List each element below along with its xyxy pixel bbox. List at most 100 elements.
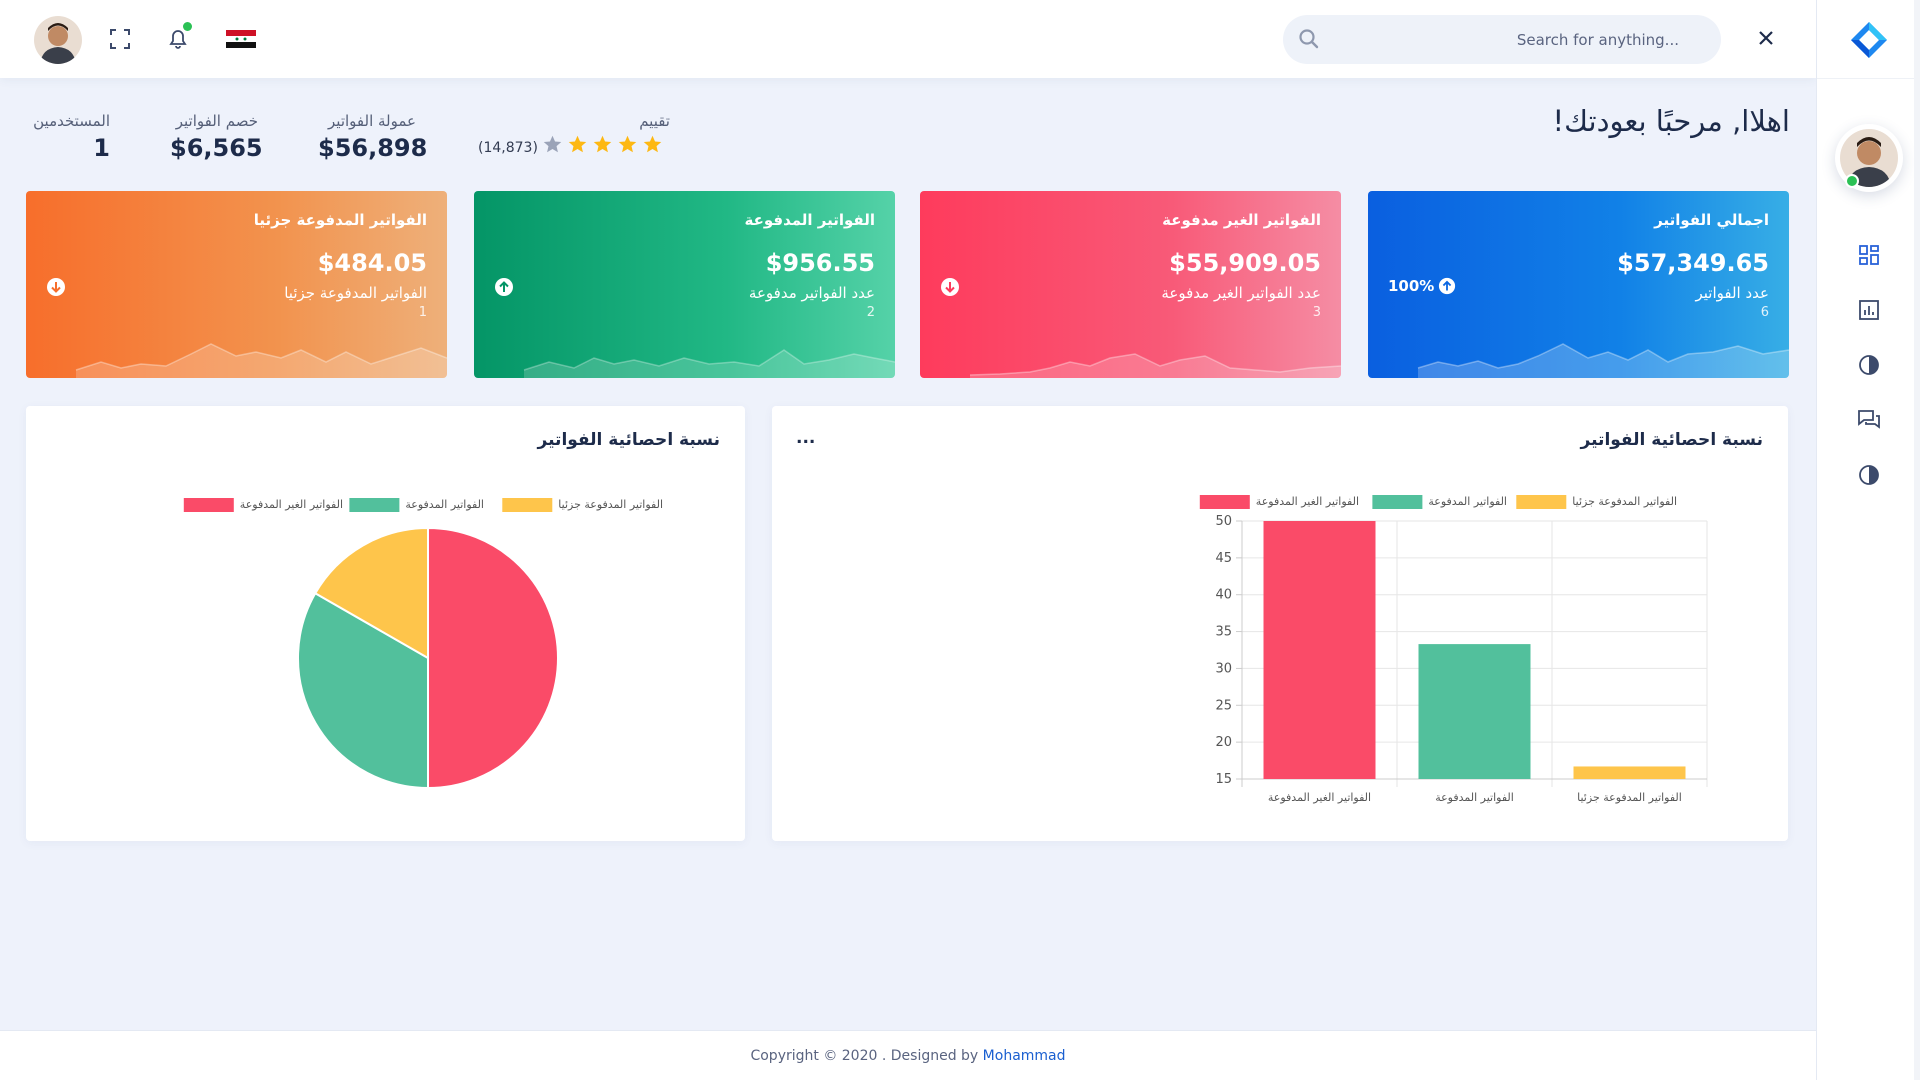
users-label: المستخدمين [33,112,110,130]
legend-swatch [502,498,553,512]
y-tick-label: 30 [1215,661,1232,676]
footer: Copyright © 2020 . Designed by Mohammad [0,1030,1816,1080]
search-input[interactable] [1339,15,1679,64]
card-count: 3 [1312,305,1321,320]
bar [1418,644,1531,779]
y-tick-label: 15 [1215,772,1232,787]
paid-invoices-card[interactable]: الفواتير المدفوعة $956.55 عدد الفواتير م… [474,191,895,378]
card-trend: 100% [1388,277,1456,295]
legend-label: الفواتير المدفوعة [405,498,484,511]
card-amount: $55,909.05 [1169,249,1321,277]
messages-icon[interactable] [1856,407,1882,433]
settings-icon[interactable] [1856,462,1882,488]
bar-chart-panel: نسبة احصائية الفواتير ... الفواتير المدف… [772,406,1788,841]
bar-chart: الفواتير المدفوعة جزئيا الفواتير المدفوعة… [1199,495,1708,804]
card-title: الفواتير الغير مدفوعة [1162,211,1321,229]
commission-stat: عمولة الفواتير $56,898 [318,112,428,162]
legend-swatch [1516,495,1567,509]
reports-icon[interactable] [1856,297,1882,323]
invoices-icon[interactable] [1856,352,1882,378]
arrow-up-circle-icon [1439,277,1456,295]
rating-stat: تقييم (14,873) [478,112,670,160]
card-count: 6 [1760,305,1769,320]
commission-value: $56,898 [318,134,428,162]
legend-swatch [1372,495,1423,509]
search-box [1283,15,1721,64]
footer-author-link[interactable]: Mohammad [982,1048,1066,1064]
star-icon [543,135,562,153]
x-tick-label: الفواتير المدفوعة [1435,791,1514,804]
card-count: 2 [866,305,875,320]
bar [1263,521,1376,779]
partially-paid-invoices-card[interactable]: الفواتير المدفوعة جزئيا $484.05 الفواتير… [26,191,447,378]
pie-slice [297,591,429,790]
star-icon [568,135,587,153]
card-percent: 100% [1388,277,1435,295]
bar [1573,766,1686,779]
panel-menu-button[interactable]: ... [796,428,816,448]
card-amount: $57,349.65 [1617,249,1769,277]
pie-slice [427,526,559,790]
legend-label: الفواتير المدفوعة [1428,495,1507,508]
card-sparkline [1417,343,1789,378]
card-amount: $956.55 [765,249,875,277]
commission-label: عمولة الفواتير [328,112,416,130]
sidebar [1816,0,1920,1080]
card-title: اجمالي الفواتير [1654,211,1769,229]
pie-panel-title: نسبة احصائية الفواتير [537,430,720,450]
y-tick-label: 35 [1215,625,1232,640]
star-icon [618,135,637,153]
unpaid-invoices-card[interactable]: الفواتير الغير مدفوعة $55,909.05 عدد الف… [920,191,1341,378]
legend-swatch [183,498,234,512]
dashboard-icon[interactable] [1856,242,1882,268]
legend-label: الفواتير الغير المدفوعة [240,498,343,511]
sidebar-divider [1817,78,1920,79]
rating-count: (14,873) [478,140,538,156]
arrow-down-circle-icon [941,278,959,296]
x-tick-label: الفواتير المدفوعة جزئيا [1577,791,1682,804]
legend-swatch [1199,495,1250,509]
top-header [0,0,1816,78]
header-avatar[interactable] [34,16,82,64]
card-sparkline [75,343,447,378]
star-icon [643,135,662,153]
card-sparkline [523,349,895,378]
y-tick-label: 50 [1215,514,1232,529]
discount-value: $6,565 [170,134,263,162]
footer-copyright: Copyright © 2020 . Designed by [750,1048,979,1064]
card-label: الفواتير المدفوعة جزئيا [284,284,427,302]
arrow-up-circle-icon [495,278,513,296]
flag-icon[interactable] [226,30,256,48]
card-label: عدد الفواتير الغير مدفوعة [1161,284,1321,302]
star-icon [593,135,612,153]
total-invoices-card[interactable]: اجمالي الفواتير $57,349.65 عدد الفواتير … [1368,191,1789,378]
pie-chart-panel: نسبة احصائية الفواتير الفواتير المدفوعة … [26,406,745,841]
y-tick-label: 20 [1215,735,1232,750]
card-count: 1 [418,305,427,320]
page-scrollbar[interactable] [1914,0,1920,1080]
legend-label: الفواتير المدفوعة جزئيا [1572,495,1677,508]
notification-dot [183,22,192,31]
card-label: عدد الفواتير مدفوعة [748,284,875,302]
legend-label: الفواتير المدفوعة جزئيا [558,498,663,511]
y-tick-label: 25 [1215,698,1232,713]
legend-label: الفواتير الغير المدفوعة [1256,495,1359,508]
card-amount: $484.05 [317,249,427,277]
search-icon[interactable] [1298,28,1320,50]
y-tick-label: 40 [1215,588,1232,603]
card-title: الفواتير المدفوعة جزئيا [253,211,427,229]
sidebar-avatar[interactable] [1835,124,1903,192]
close-icon[interactable] [1754,26,1778,50]
logo-icon[interactable] [1849,20,1889,60]
fullscreen-icon[interactable] [107,26,133,52]
welcome-heading: اهلاا, مرحبًا بعودتك! [1552,104,1790,138]
card-sparkline [969,353,1341,378]
card-label: عدد الفواتير [1695,284,1770,302]
arrow-down-circle-icon [47,278,65,296]
y-tick-label: 45 [1215,551,1232,566]
online-status-dot [1845,174,1859,188]
pie-slice [313,526,429,660]
users-value: 1 [93,134,110,162]
rating-label: تقييم [639,112,670,130]
bell-icon[interactable] [165,26,191,52]
